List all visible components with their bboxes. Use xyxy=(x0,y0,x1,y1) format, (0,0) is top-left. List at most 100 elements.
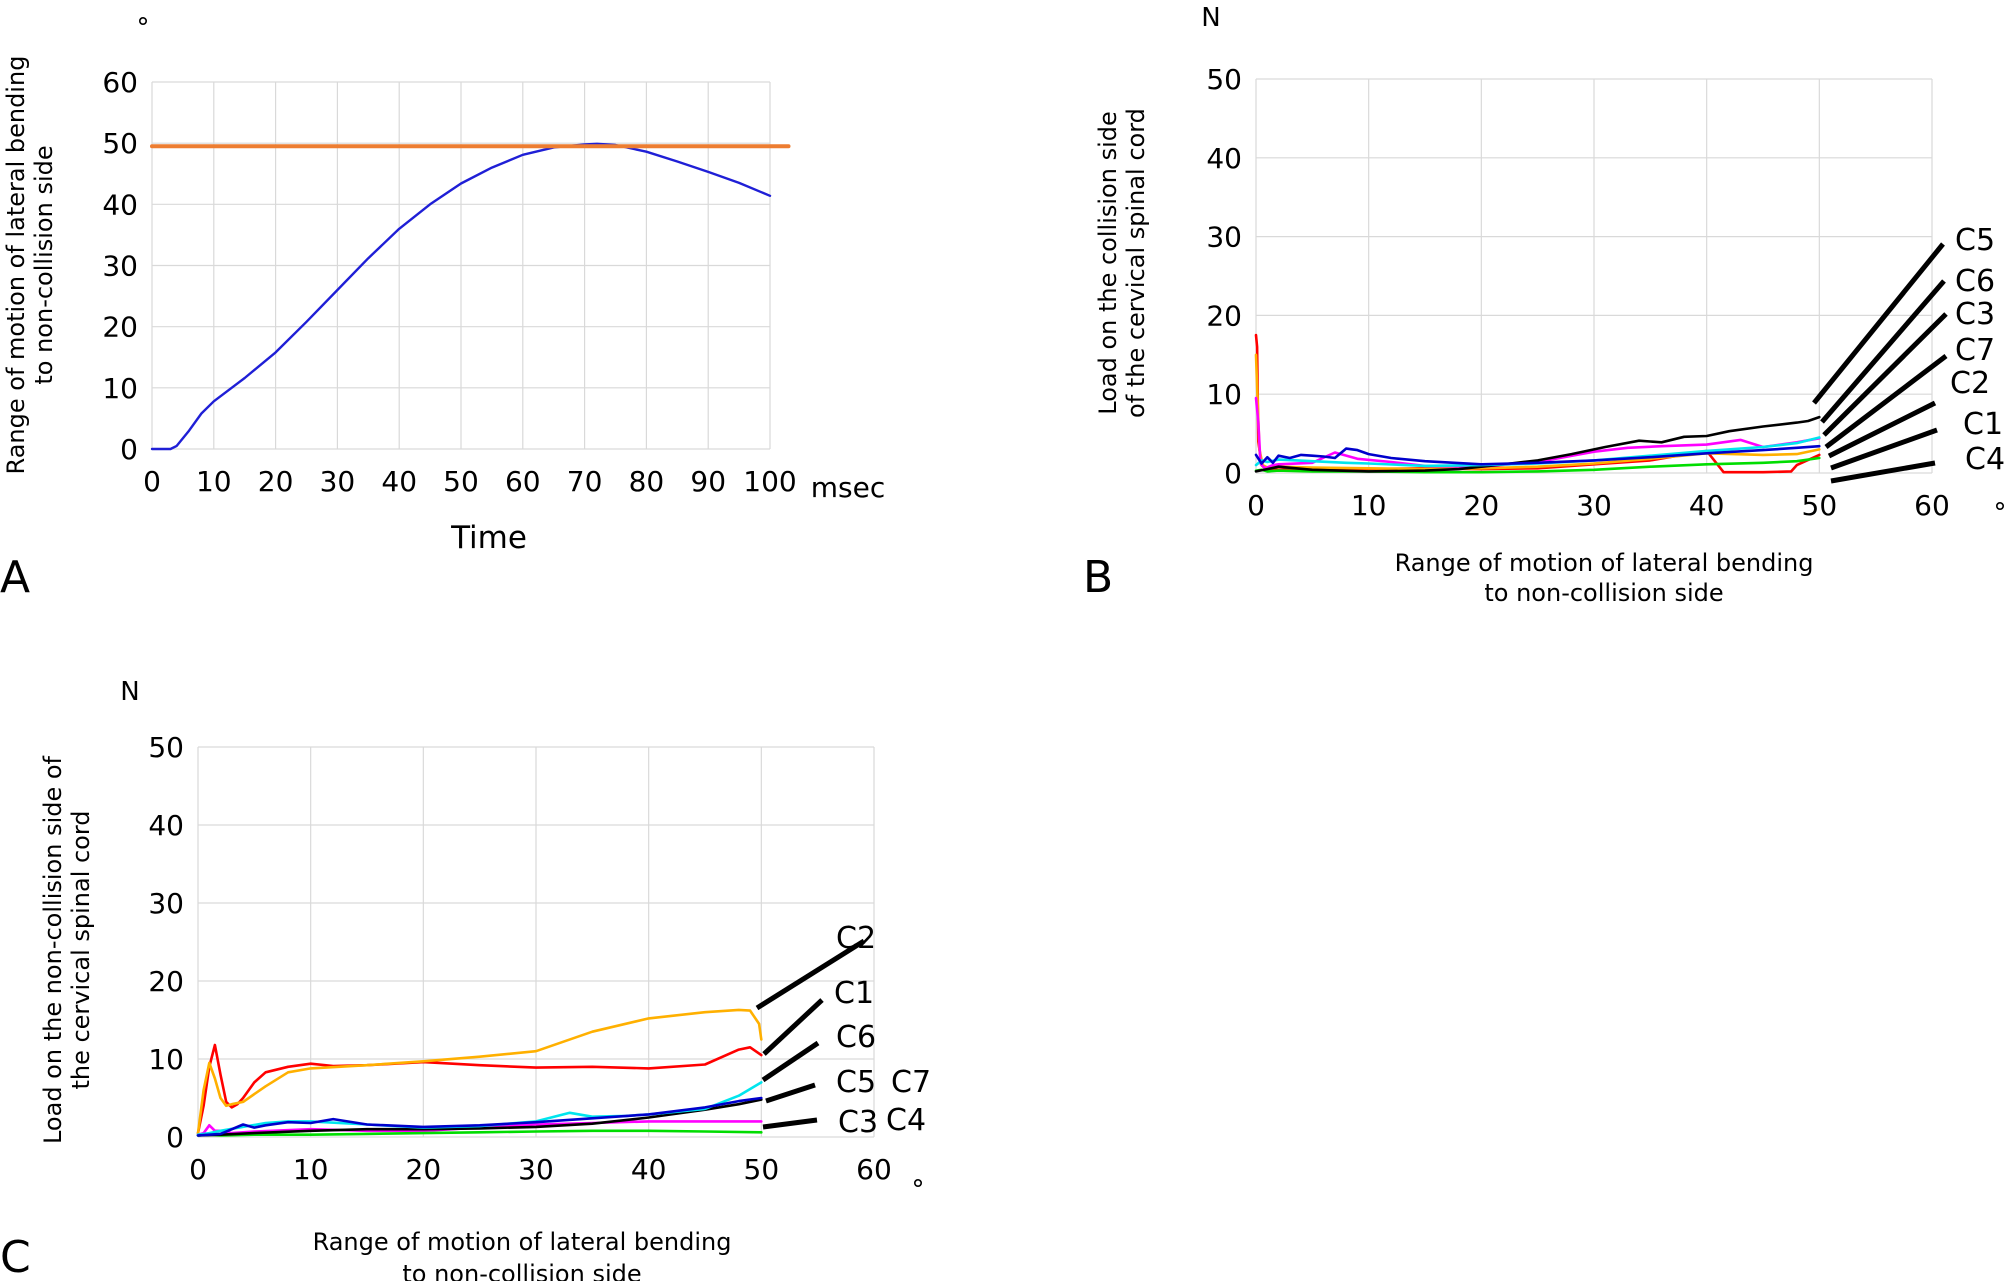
legend-leader-line xyxy=(1827,400,1937,459)
series-line-c5 xyxy=(1254,415,1821,473)
x-tick-label: 30 xyxy=(320,465,356,498)
series-line-c6 xyxy=(196,1081,763,1136)
x-tick-label: 0 xyxy=(189,1153,207,1186)
panel-a: 0 10 20 30 40 50 60 70 80 90 100 0 10 20 30 40 50 60 Time R… xyxy=(2,13,885,556)
y-tick-label: 10 xyxy=(102,372,138,405)
series-line-c2 xyxy=(196,1008,763,1135)
series-line-c4 xyxy=(1254,456,1821,474)
x-tick-label: 10 xyxy=(1351,489,1387,522)
x-tick-label: 50 xyxy=(1802,489,1838,522)
y-tick-label: 30 xyxy=(1206,221,1242,254)
legend-label-c5: C5 xyxy=(1955,223,1995,258)
y-axis-label: of the cervical spinal cord xyxy=(1122,108,1150,418)
x-tick-label: 50 xyxy=(443,465,479,498)
x-axis-label: to non-collision side xyxy=(402,1260,641,1281)
y-tick-label: 30 xyxy=(102,250,138,283)
y-tick-label: 10 xyxy=(148,1043,184,1076)
panel-letter-a: A xyxy=(0,552,30,603)
y-tick-label: 0 xyxy=(120,433,138,466)
y-tick-label: 10 xyxy=(1206,378,1242,411)
legend-leader-line xyxy=(762,998,824,1056)
panel-c: 0 10 20 30 40 50 60 0 10 20 30 40 50 Range of motion … xyxy=(39,677,931,1281)
x-tick-label: 40 xyxy=(631,1153,667,1186)
x-tick-label: 10 xyxy=(293,1153,329,1186)
x-tick-label: 40 xyxy=(381,465,417,498)
legend-label-c6: C6 xyxy=(1955,264,1995,299)
y-tick-label: 40 xyxy=(1206,142,1242,175)
legend-leader-line xyxy=(1830,427,1938,471)
x-tick-label: 50 xyxy=(744,1153,780,1186)
legend-leader-line xyxy=(755,938,866,1011)
legend-label-c2: C2 xyxy=(836,921,876,956)
legend-leader-line xyxy=(1812,242,1945,405)
x-tick-label: 10 xyxy=(196,465,232,498)
y-tick-label: 20 xyxy=(102,311,138,344)
x-tick-label: 70 xyxy=(567,465,603,498)
y-axis-unit: ° xyxy=(137,13,150,43)
y-tick-label: 60 xyxy=(102,66,138,99)
x-axis-label: Time xyxy=(450,520,527,556)
legend-label-c2: C2 xyxy=(1950,366,1990,401)
panel-letter-c: C xyxy=(0,1232,31,1281)
series-line-c3 xyxy=(1254,396,1821,470)
series-line-c1 xyxy=(196,1043,763,1135)
legend-label-c3: C3 xyxy=(1955,297,1995,332)
legend-label-c4: C4 xyxy=(886,1103,926,1138)
x-tick-label: 0 xyxy=(143,465,161,498)
x-axis-unit: ° xyxy=(1994,498,2007,528)
legend-label-c1: C1 xyxy=(1963,407,2003,442)
y-axis-label: to non-collision side xyxy=(30,145,58,384)
y-tick-label: 50 xyxy=(102,127,138,160)
y-tick-label: 30 xyxy=(148,887,184,920)
x-tick-label: 80 xyxy=(629,465,665,498)
x-tick-label: 60 xyxy=(505,465,541,498)
x-tick-label: 20 xyxy=(258,465,294,498)
legend-leader-line xyxy=(762,1117,818,1130)
legend-leader-line xyxy=(1830,460,1936,484)
legend-label-c1: C1 xyxy=(834,976,874,1011)
x-tick-label: 20 xyxy=(1464,489,1500,522)
x-tick-label: 30 xyxy=(518,1153,554,1186)
y-tick-label: 40 xyxy=(148,809,184,842)
x-tick-label: 100 xyxy=(743,465,796,498)
x-axis-unit: msec xyxy=(811,471,885,504)
x-axis-label: Range of motion of lateral bending xyxy=(1395,549,1814,577)
legend-label-c7: C7 xyxy=(891,1065,931,1100)
y-axis-label: Range of motion of lateral bending xyxy=(2,56,30,475)
x-tick-label: 60 xyxy=(856,1153,892,1186)
legend-label-c4: C4 xyxy=(1965,442,2005,477)
x-tick-label: 20 xyxy=(406,1153,442,1186)
panel-letter-b: B xyxy=(1083,552,1113,603)
x-tick-label: 90 xyxy=(690,465,726,498)
y-tick-label: 20 xyxy=(148,965,184,998)
x-tick-label: 40 xyxy=(1689,489,1725,522)
legend-leader-line xyxy=(761,1040,820,1083)
x-tick-label: 0 xyxy=(1247,489,1265,522)
legend-leader-line xyxy=(1824,354,1948,449)
x-tick-label: 60 xyxy=(1914,489,1950,522)
legend-leader-line xyxy=(765,1082,816,1104)
legend-label-c6: C6 xyxy=(836,1020,876,1055)
x-tick-label: 30 xyxy=(1576,489,1612,522)
series-line-c7 xyxy=(1254,444,1821,466)
y-tick-label: 0 xyxy=(166,1121,184,1154)
legend-leader-line xyxy=(1820,279,1946,424)
legend-label-c5: C5 xyxy=(836,1065,876,1100)
y-axis-label: Load on the collision side xyxy=(1094,111,1122,415)
series-line-range-of-motion xyxy=(150,142,772,451)
x-axis-unit: ° xyxy=(912,1175,925,1205)
y-axis-unit: N xyxy=(1201,3,1220,33)
panel-b: 0 10 20 30 40 50 60 0 10 20 30 40 50 Range of motion … xyxy=(1094,3,2007,607)
legend-label-c3: C3 xyxy=(838,1105,878,1140)
y-tick-label: 20 xyxy=(1206,299,1242,332)
y-tick-label: 50 xyxy=(148,731,184,764)
x-axis-label: Range of motion of lateral bending xyxy=(313,1228,732,1256)
y-tick-label: 50 xyxy=(1206,63,1242,96)
legend-label-c7: C7 xyxy=(1955,333,1995,368)
y-tick-label: 40 xyxy=(102,188,138,221)
series-line-c7 xyxy=(196,1096,763,1137)
y-axis-label: Load on the non-collision side of xyxy=(39,755,67,1144)
y-axis-unit: N xyxy=(120,677,139,707)
legend-leader-line xyxy=(1822,312,1948,437)
y-axis-label: the cervical spinal cord xyxy=(67,810,95,1089)
